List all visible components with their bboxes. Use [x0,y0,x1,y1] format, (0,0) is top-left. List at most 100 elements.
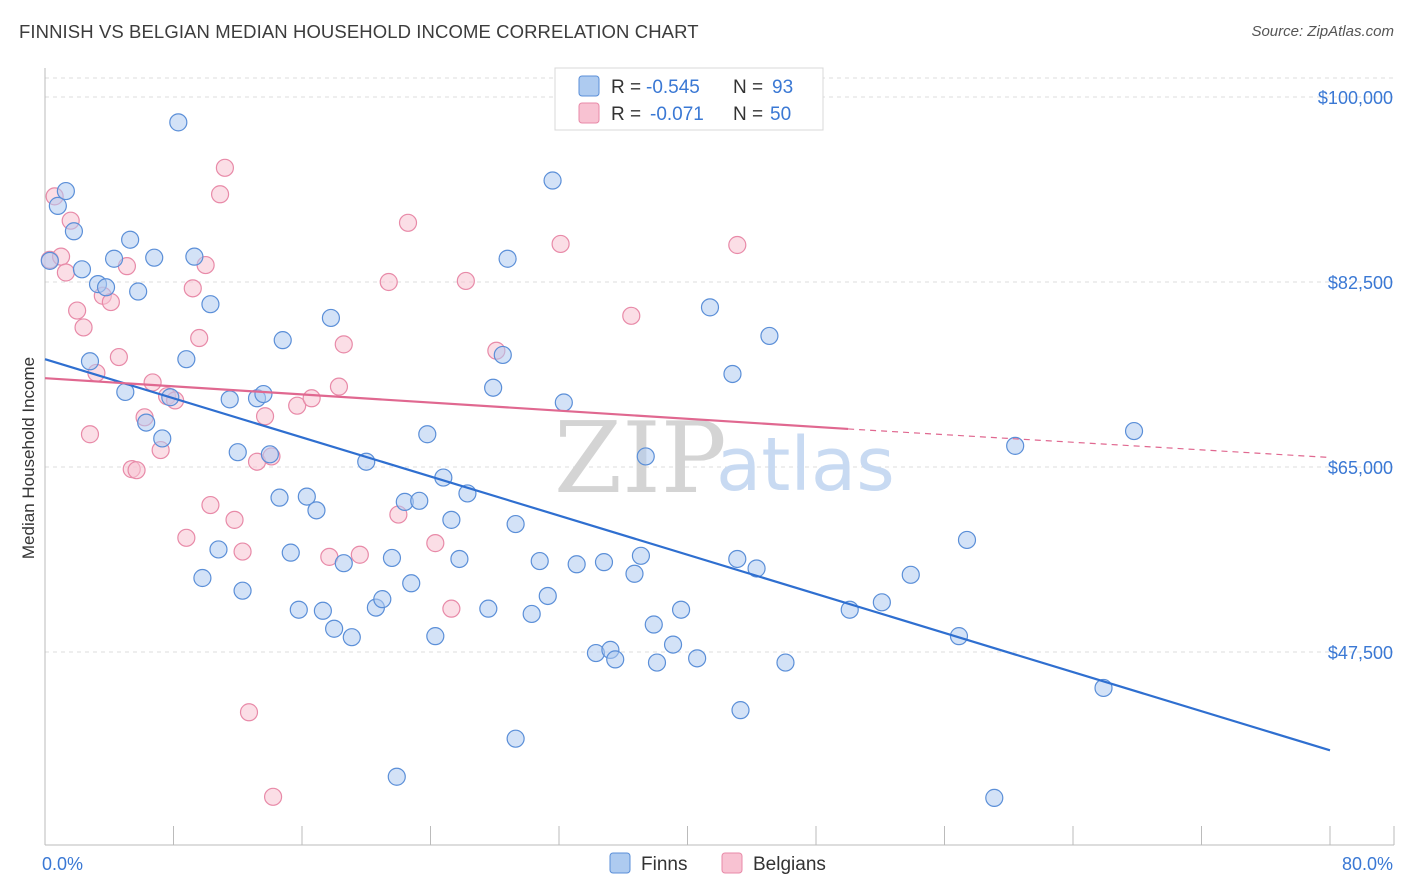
y-axis-title: Median Household Income [19,357,38,559]
belgians-point-47 [551,234,570,254]
finns-point-26 [254,384,273,404]
belgians-point-43 [426,534,445,553]
finns-point-74 [663,635,683,654]
finns-point-36 [325,619,344,638]
belgians-point-27 [225,510,244,529]
finns-point-88 [957,530,977,550]
finns-point-77 [700,298,720,317]
finns-point-69 [625,564,644,583]
finns-point-56 [493,345,512,365]
finns-point-89 [985,788,1004,807]
finns-point-13 [145,248,164,267]
y-tick-label-2: $82,500 [1328,273,1393,293]
watermark-atlas: atlas [716,422,895,508]
watermark: ZIP atlas [554,402,895,516]
y-tick-label-1: $65,000 [1328,458,1393,478]
finns-point-11 [129,282,148,301]
finns-point-38 [342,628,361,647]
finns-point-68 [606,650,625,669]
stats-r-label-finns: R = [611,77,641,98]
finns-point-47 [418,425,437,444]
finns-point-79 [728,549,747,569]
finns-point-82 [760,326,779,346]
y-tick-label-0: $47,500 [1328,643,1393,663]
finns-point-5 [80,352,100,371]
finns-point-41 [373,590,392,609]
belgians-point-44 [442,599,461,618]
finns-point-29 [273,331,292,350]
finns-point-1 [48,196,67,215]
stats-swatch-belgians [578,102,600,124]
chart-title: FINNISH VS BELGIAN MEDIAN HOUSEHOLD INCO… [19,21,699,42]
finns-point-85 [872,593,891,612]
finns-point-72 [644,615,663,634]
y-tick-labels: $47,500 $65,000 $82,500 $100,000 [1318,88,1393,663]
belgians-point-28 [233,542,252,561]
finns-point-46 [410,491,429,510]
trend-lines [44,358,1331,752]
finns-point-71 [636,447,655,466]
x-tick-label-end: 80.0% [1342,854,1393,874]
finns-point-75 [671,600,691,619]
finns-point-20 [201,295,220,314]
belgians-point-35 [302,389,321,408]
finns-point-7 [96,278,116,297]
belgians-point-45 [456,271,475,291]
finns-point-87 [949,627,969,646]
legend-swatch-belgians[interactable] [721,852,743,874]
stats-r-value-finns: -0.545 [646,77,700,98]
finns-point-42 [382,548,402,568]
belgians-point-31 [255,407,275,426]
belgians-point-48 [622,306,641,325]
finns-point-0 [40,251,59,270]
belgians-point-6 [74,318,93,337]
finns-point-10 [121,230,140,249]
finns-point-18 [185,247,204,266]
belgians-point-29 [239,703,259,722]
legend-label-finns[interactable]: Finns [641,854,687,875]
finns-point-76 [688,649,707,668]
finns-point-92 [1124,421,1144,441]
legend-swatch-finns[interactable] [609,852,631,874]
belgians-point-40 [379,272,398,292]
finns-point-19 [193,568,212,588]
finns-point-54 [484,378,503,397]
finns-point-30 [281,543,300,562]
belgians-point-34 [288,396,307,415]
finns-point-64 [567,555,586,574]
finns-point-78 [723,364,742,384]
finns-point-31 [289,600,308,619]
finns-point-62 [543,171,562,190]
finns-point-80 [731,701,750,720]
belgians-point-25 [210,185,230,204]
belgians-point-5 [68,301,87,320]
finns-point-37 [334,554,353,573]
belgians-trend-extension [848,428,1331,459]
finns-trend-line [44,358,1331,752]
belgians-point-26 [215,158,234,177]
finns-point-86 [901,565,920,584]
finns-point-60 [530,551,549,571]
belgians-point-14 [127,461,146,480]
finns-point-43 [387,767,406,786]
finns-point-8 [104,249,124,268]
belgians-point-3 [56,263,75,282]
belgians-point-39 [350,545,369,564]
axes [44,68,1395,846]
finns-point-81 [747,559,766,578]
stats-r-label-belgians: R = [611,104,641,125]
belgians-point-42 [398,213,418,232]
finns-point-48 [426,627,445,646]
belgians-point-7 [80,425,100,444]
belgians-point-21 [183,279,202,298]
finns-point-58 [506,729,525,748]
finns-point-73 [647,653,667,672]
belgians-point-16 [143,373,162,392]
legend-label-belgians[interactable]: Belgians [753,854,826,875]
finns-point-23 [228,443,247,462]
stats-n-value-finns: 93 [772,77,793,98]
belgians-point-11 [109,347,128,367]
finns-point-2 [56,181,75,201]
finns-point-45 [402,574,421,593]
